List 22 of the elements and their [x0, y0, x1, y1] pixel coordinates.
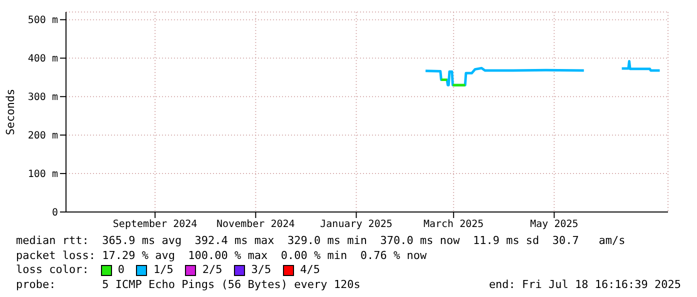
- x-tick-label: March 2025: [423, 219, 484, 230]
- x-tick-label: November 2024: [216, 219, 295, 230]
- legend-label: 1/5: [153, 263, 174, 278]
- y-tick-label: 400 m: [28, 54, 58, 65]
- y-tick-label: 300 m: [28, 92, 58, 104]
- y-tick-label: 100 m: [28, 169, 58, 180]
- legend-title: loss color:: [16, 263, 89, 278]
- x-tick-label: May 2025: [530, 219, 578, 230]
- text: packet loss: 17.29 % avg 100.00 % max 0.00 % min 0.76 % now: [16, 248, 428, 263]
- legend-label: 3/5: [251, 263, 272, 278]
- text: median rtt: 365.9 ms avg 392.4 ms max 329.0 ms min 370.0 ms now 11.9 ms sd 30.7 am/s: [16, 234, 626, 248]
- text: end: Fri Jul 18 16:16:39 2025: [488, 278, 681, 290]
- y-tick-label: 0: [52, 208, 58, 219]
- x-tick-label: September 2024: [112, 219, 198, 230]
- y-tick-label: 200 m: [28, 130, 58, 142]
- legend-label: 0: [118, 263, 124, 278]
- y-tick-label: 500 m: [28, 15, 58, 26]
- text: probe: 5 ICMP Echo Pings (56 Bytes) every 120s: [16, 278, 360, 290]
- legend-label: 2/5: [202, 263, 222, 278]
- legend-label: 4/5: [300, 263, 320, 278]
- y-axis-title: Seconds: [4, 88, 17, 136]
- x-tick-label: January 2025: [320, 219, 392, 230]
